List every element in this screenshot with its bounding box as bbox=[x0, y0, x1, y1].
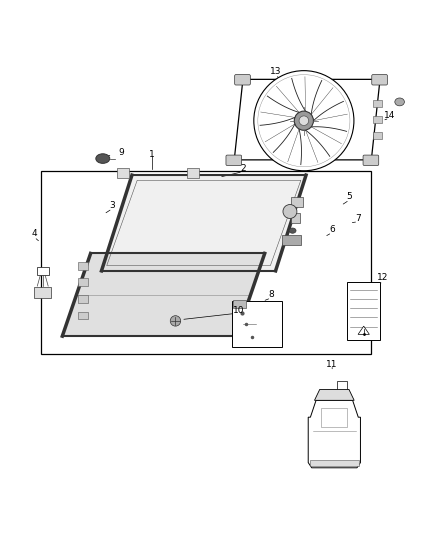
Polygon shape bbox=[337, 381, 347, 390]
Bar bbox=[291, 197, 303, 207]
Circle shape bbox=[294, 111, 314, 130]
FancyBboxPatch shape bbox=[372, 75, 388, 85]
FancyBboxPatch shape bbox=[363, 155, 379, 166]
Text: 5: 5 bbox=[347, 192, 353, 201]
Polygon shape bbox=[62, 254, 265, 336]
Circle shape bbox=[254, 71, 354, 171]
FancyBboxPatch shape bbox=[78, 278, 88, 286]
Text: 12: 12 bbox=[377, 273, 388, 282]
Circle shape bbox=[170, 316, 181, 326]
FancyBboxPatch shape bbox=[373, 116, 382, 123]
Text: 9: 9 bbox=[118, 148, 124, 157]
Polygon shape bbox=[310, 460, 359, 466]
FancyBboxPatch shape bbox=[187, 168, 199, 178]
Text: 14: 14 bbox=[384, 110, 395, 119]
Text: 13: 13 bbox=[270, 67, 281, 76]
Polygon shape bbox=[308, 400, 360, 468]
Ellipse shape bbox=[395, 98, 404, 106]
FancyBboxPatch shape bbox=[117, 168, 129, 178]
Circle shape bbox=[283, 205, 297, 219]
Text: 7: 7 bbox=[355, 214, 361, 223]
Text: 4: 4 bbox=[31, 229, 37, 238]
Text: 3: 3 bbox=[110, 201, 115, 210]
Bar bbox=[41, 171, 371, 353]
Polygon shape bbox=[102, 175, 306, 271]
Polygon shape bbox=[314, 390, 354, 400]
FancyBboxPatch shape bbox=[78, 295, 88, 303]
Bar bbox=[347, 282, 380, 341]
Ellipse shape bbox=[96, 154, 110, 163]
Text: 8: 8 bbox=[268, 290, 274, 300]
FancyBboxPatch shape bbox=[233, 300, 246, 308]
FancyBboxPatch shape bbox=[373, 100, 382, 107]
Bar bbox=[232, 301, 282, 347]
FancyBboxPatch shape bbox=[235, 75, 251, 85]
Bar bbox=[321, 408, 347, 427]
Text: 10: 10 bbox=[233, 305, 244, 314]
Text: 6: 6 bbox=[329, 225, 335, 234]
Text: 11: 11 bbox=[326, 360, 338, 369]
FancyBboxPatch shape bbox=[373, 132, 382, 139]
Bar bbox=[291, 213, 300, 223]
FancyBboxPatch shape bbox=[37, 266, 49, 275]
FancyBboxPatch shape bbox=[34, 287, 51, 298]
FancyBboxPatch shape bbox=[226, 155, 242, 166]
Text: 1: 1 bbox=[148, 150, 155, 159]
Polygon shape bbox=[234, 79, 380, 160]
Text: 2: 2 bbox=[240, 164, 246, 173]
Ellipse shape bbox=[289, 228, 296, 233]
FancyBboxPatch shape bbox=[78, 262, 88, 270]
Circle shape bbox=[299, 116, 309, 125]
Polygon shape bbox=[358, 326, 369, 334]
FancyBboxPatch shape bbox=[282, 235, 301, 245]
FancyBboxPatch shape bbox=[78, 312, 88, 319]
